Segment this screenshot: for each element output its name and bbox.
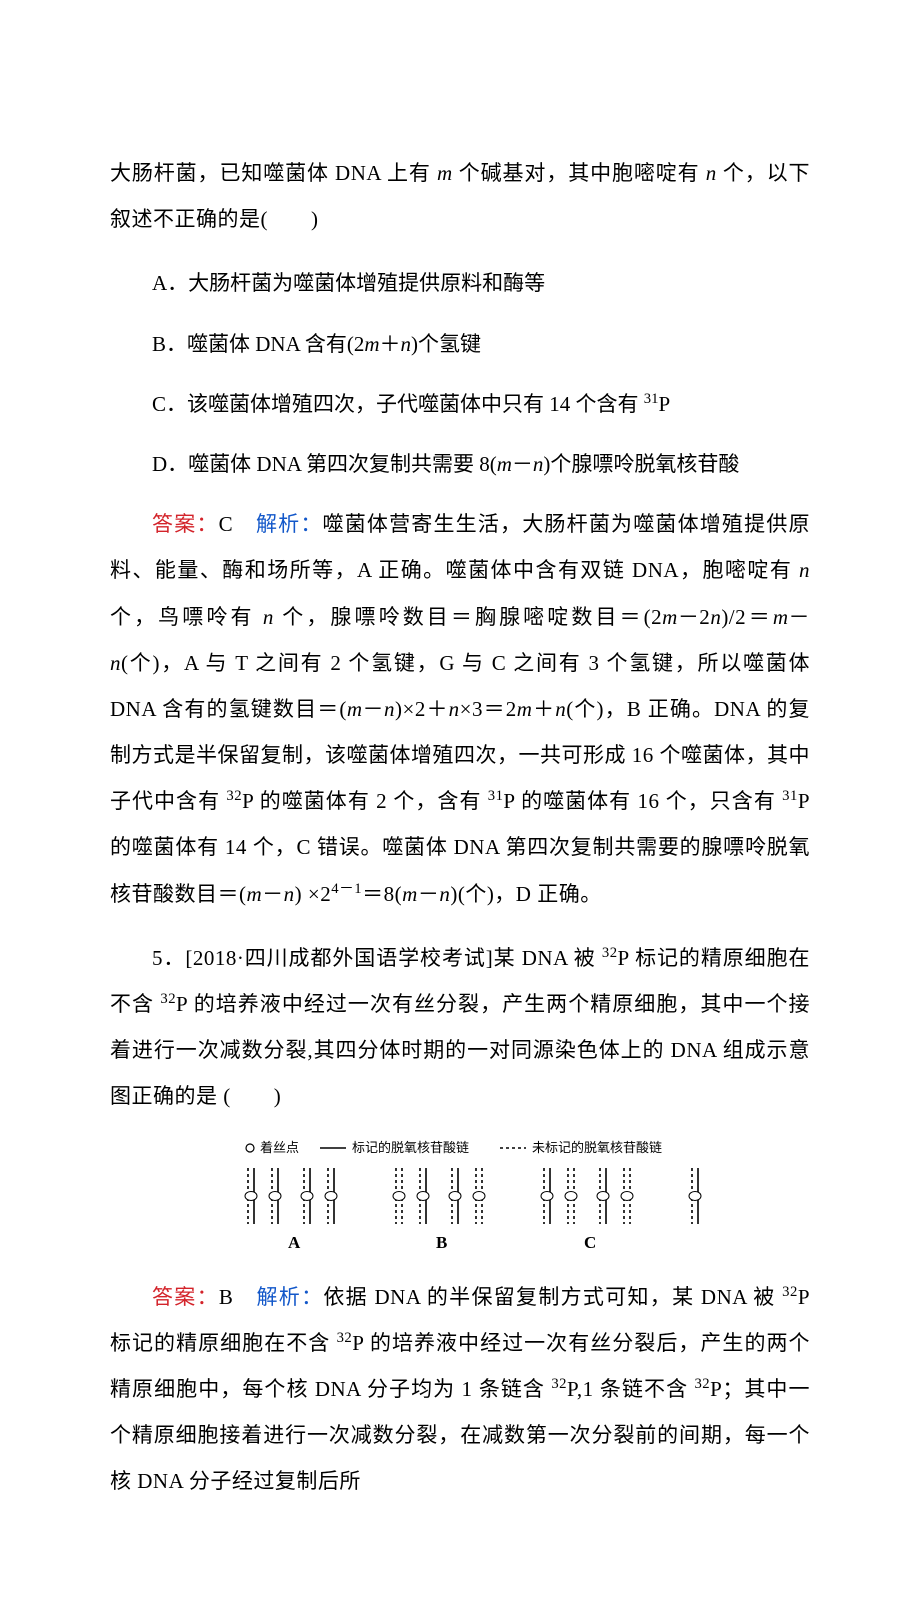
text: － xyxy=(512,452,533,476)
var-m: m xyxy=(497,452,512,476)
exponent: 4－1 xyxy=(331,881,362,897)
text: 依据 DNA 的半保留复制方式可知，某 DNA 被 xyxy=(323,1285,782,1309)
text: )/2＝ xyxy=(721,605,773,629)
var-n: n xyxy=(384,697,395,721)
text: － xyxy=(418,882,440,906)
isotope-32: 32 xyxy=(226,788,242,804)
isotope-31: 31 xyxy=(644,391,659,407)
svg-text:未标记的脱氧核苷酸链: 未标记的脱氧核苷酸链 xyxy=(532,1140,662,1155)
q4-option-b: B．噬菌体 DNA 含有(2m＋n)个氢键 xyxy=(110,321,810,367)
dna-diagram-svg: 着丝点标记的脱氧核苷酸链未标记的脱氧核苷酸链ABCD xyxy=(210,1138,710,1258)
text: P 的噬菌体有 2 个，含有 xyxy=(242,789,488,813)
svg-text:标记的脱氧核苷酸链: 标记的脱氧核苷酸链 xyxy=(352,1140,469,1155)
answer-value: B xyxy=(219,1285,257,1309)
svg-text:着丝点: 着丝点 xyxy=(260,1140,299,1155)
isotope-32: 32 xyxy=(694,1376,710,1392)
text: )×2＋ xyxy=(395,697,449,721)
svg-text:A: A xyxy=(288,1233,301,1252)
text: 个，腺嘌呤数目＝胸腺嘧啶数目＝(2 xyxy=(274,605,662,629)
text: 个碱基对，其中胞嘧啶有 xyxy=(453,161,706,185)
var-n: n xyxy=(533,452,544,476)
text: 大肠杆菌，已知噬菌体 DNA 上有 xyxy=(110,161,437,185)
q4-answer-explain: 答案：C 解析：噬菌体营寄生生活，大肠杆菌为噬菌体增殖提供原料、能量、酶和场所等… xyxy=(110,501,810,917)
text: － xyxy=(363,697,385,721)
var-m: m xyxy=(364,332,379,356)
text: P xyxy=(658,392,670,416)
explain-label: 解析： xyxy=(256,1285,323,1309)
q4-option-c: C．该噬菌体增殖四次，子代噬菌体中只有 14 个含有 31P xyxy=(110,381,810,427)
q4-option-a: A．大肠杆菌为噬菌体增殖提供原料和酶等 xyxy=(110,260,810,306)
text: P 的噬菌体有 16 个，只含有 xyxy=(503,789,782,813)
svg-text:C: C xyxy=(584,1233,596,1252)
var-n: n xyxy=(110,651,121,675)
var-n: n xyxy=(799,558,810,582)
isotope-32: 32 xyxy=(602,945,618,961)
isotope-31: 31 xyxy=(782,788,798,804)
q4-option-d: D．噬菌体 DNA 第四次复制共需要 8(m－n)个腺嘌呤脱氧核苷酸 xyxy=(110,441,810,487)
text: 个，鸟嘌呤有 xyxy=(110,605,263,629)
var-m: m xyxy=(437,161,453,185)
text: ＋ xyxy=(380,332,401,356)
var-n: n xyxy=(555,697,566,721)
q5-stem: 5．[2018·四川成都外国语学校考试]某 DNA 被 32P 标记的精原细胞在… xyxy=(110,935,810,1120)
answer-label: 答案： xyxy=(152,1285,219,1309)
text: )(个)，D 正确。 xyxy=(450,882,601,906)
isotope-31: 31 xyxy=(488,788,504,804)
var-n: n xyxy=(706,161,717,185)
isotope-32: 32 xyxy=(782,1284,798,1300)
text: C．该噬菌体增殖四次，子代噬菌体中只有 14 个含有 xyxy=(152,392,644,416)
var-n: n xyxy=(439,882,450,906)
text: )个氢键 xyxy=(411,332,481,356)
var-m: m xyxy=(517,697,533,721)
text: －2 xyxy=(678,605,711,629)
explain-label: 解析： xyxy=(256,512,323,536)
svg-text:B: B xyxy=(436,1233,447,1252)
text: ＝8( xyxy=(362,882,402,906)
text: 5．[2018·四川成都外国语学校考试]某 DNA 被 xyxy=(152,946,602,970)
text: ) ×2 xyxy=(295,882,332,906)
q5-answer-explain: 答案：B 解析：依据 DNA 的半保留复制方式可知，某 DNA 被 32P 标记… xyxy=(110,1274,810,1505)
text: ＋ xyxy=(532,697,555,721)
var-m: m xyxy=(662,605,678,629)
isotope-32: 32 xyxy=(337,1330,353,1346)
text: ×3＝2 xyxy=(460,697,517,721)
text: P,1 条链不含 xyxy=(567,1377,694,1401)
var-n: n xyxy=(449,697,460,721)
text: B．噬菌体 DNA 含有(2 xyxy=(152,332,364,356)
text: － xyxy=(262,882,284,906)
q4-stem: 大肠杆菌，已知噬菌体 DNA 上有 m 个碱基对，其中胞嘧啶有 n 个，以下叙述… xyxy=(110,150,810,242)
text: D．噬菌体 DNA 第四次复制共需要 8( xyxy=(152,452,497,476)
var-m: m xyxy=(347,697,363,721)
var-m: m xyxy=(402,882,418,906)
var-n: n xyxy=(284,882,295,906)
var-n: n xyxy=(401,332,412,356)
answer-label: 答案： xyxy=(152,512,219,536)
var-m: m xyxy=(247,882,263,906)
var-n: n xyxy=(263,605,274,629)
q5-figure: 着丝点标记的脱氧核苷酸链未标记的脱氧核苷酸链ABCD xyxy=(110,1138,810,1258)
isotope-32: 32 xyxy=(551,1376,567,1392)
text: )个腺嘌呤脱氧核苷酸 xyxy=(543,452,739,476)
var-m: m xyxy=(773,605,789,629)
isotope-32: 32 xyxy=(160,991,176,1007)
text: P 的培养液中经过一次有丝分裂，产生两个精原细胞，其中一个接着进行一次减数分裂,… xyxy=(110,992,810,1108)
answer-value: C xyxy=(219,512,256,536)
var-n: n xyxy=(710,605,721,629)
text: － xyxy=(789,605,811,629)
